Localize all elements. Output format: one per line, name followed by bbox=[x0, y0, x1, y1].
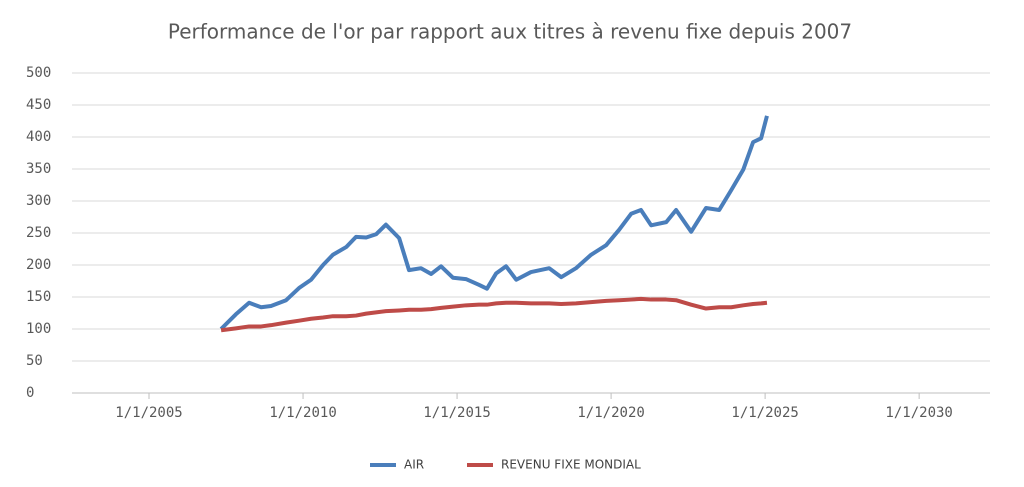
y-tick-label: 50 bbox=[26, 353, 43, 369]
data-line bbox=[219, 115, 769, 331]
x-tick-label: 1/1/2030 bbox=[885, 405, 952, 421]
y-tick-label: 0 bbox=[26, 385, 34, 401]
x-tick-label: 1/1/2020 bbox=[577, 405, 644, 421]
legend-label: AIR bbox=[404, 458, 424, 472]
x-tick-label: 1/1/2015 bbox=[423, 405, 490, 421]
y-tick-label: 100 bbox=[26, 321, 51, 337]
x-tick-label: 1/1/2005 bbox=[115, 405, 182, 421]
y-tick-label: 450 bbox=[26, 97, 51, 113]
x-tick-label: 1/1/2010 bbox=[269, 405, 336, 421]
y-tick-label: 350 bbox=[26, 161, 51, 177]
y-tick-label: 250 bbox=[26, 225, 51, 241]
y-tick-label: 300 bbox=[26, 193, 51, 209]
data-line bbox=[220, 296, 768, 333]
y-tick-label: 400 bbox=[26, 129, 51, 145]
y-tick-label: 200 bbox=[26, 257, 51, 273]
legend-label: REVENU FIXE MONDIAL bbox=[501, 458, 641, 472]
chart-title: Performance de l'or par rapport aux titr… bbox=[168, 20, 852, 44]
x-tick-label: 1/1/2025 bbox=[731, 405, 798, 421]
y-tick-label: 150 bbox=[26, 289, 51, 305]
y-tick-label: 500 bbox=[26, 65, 51, 81]
